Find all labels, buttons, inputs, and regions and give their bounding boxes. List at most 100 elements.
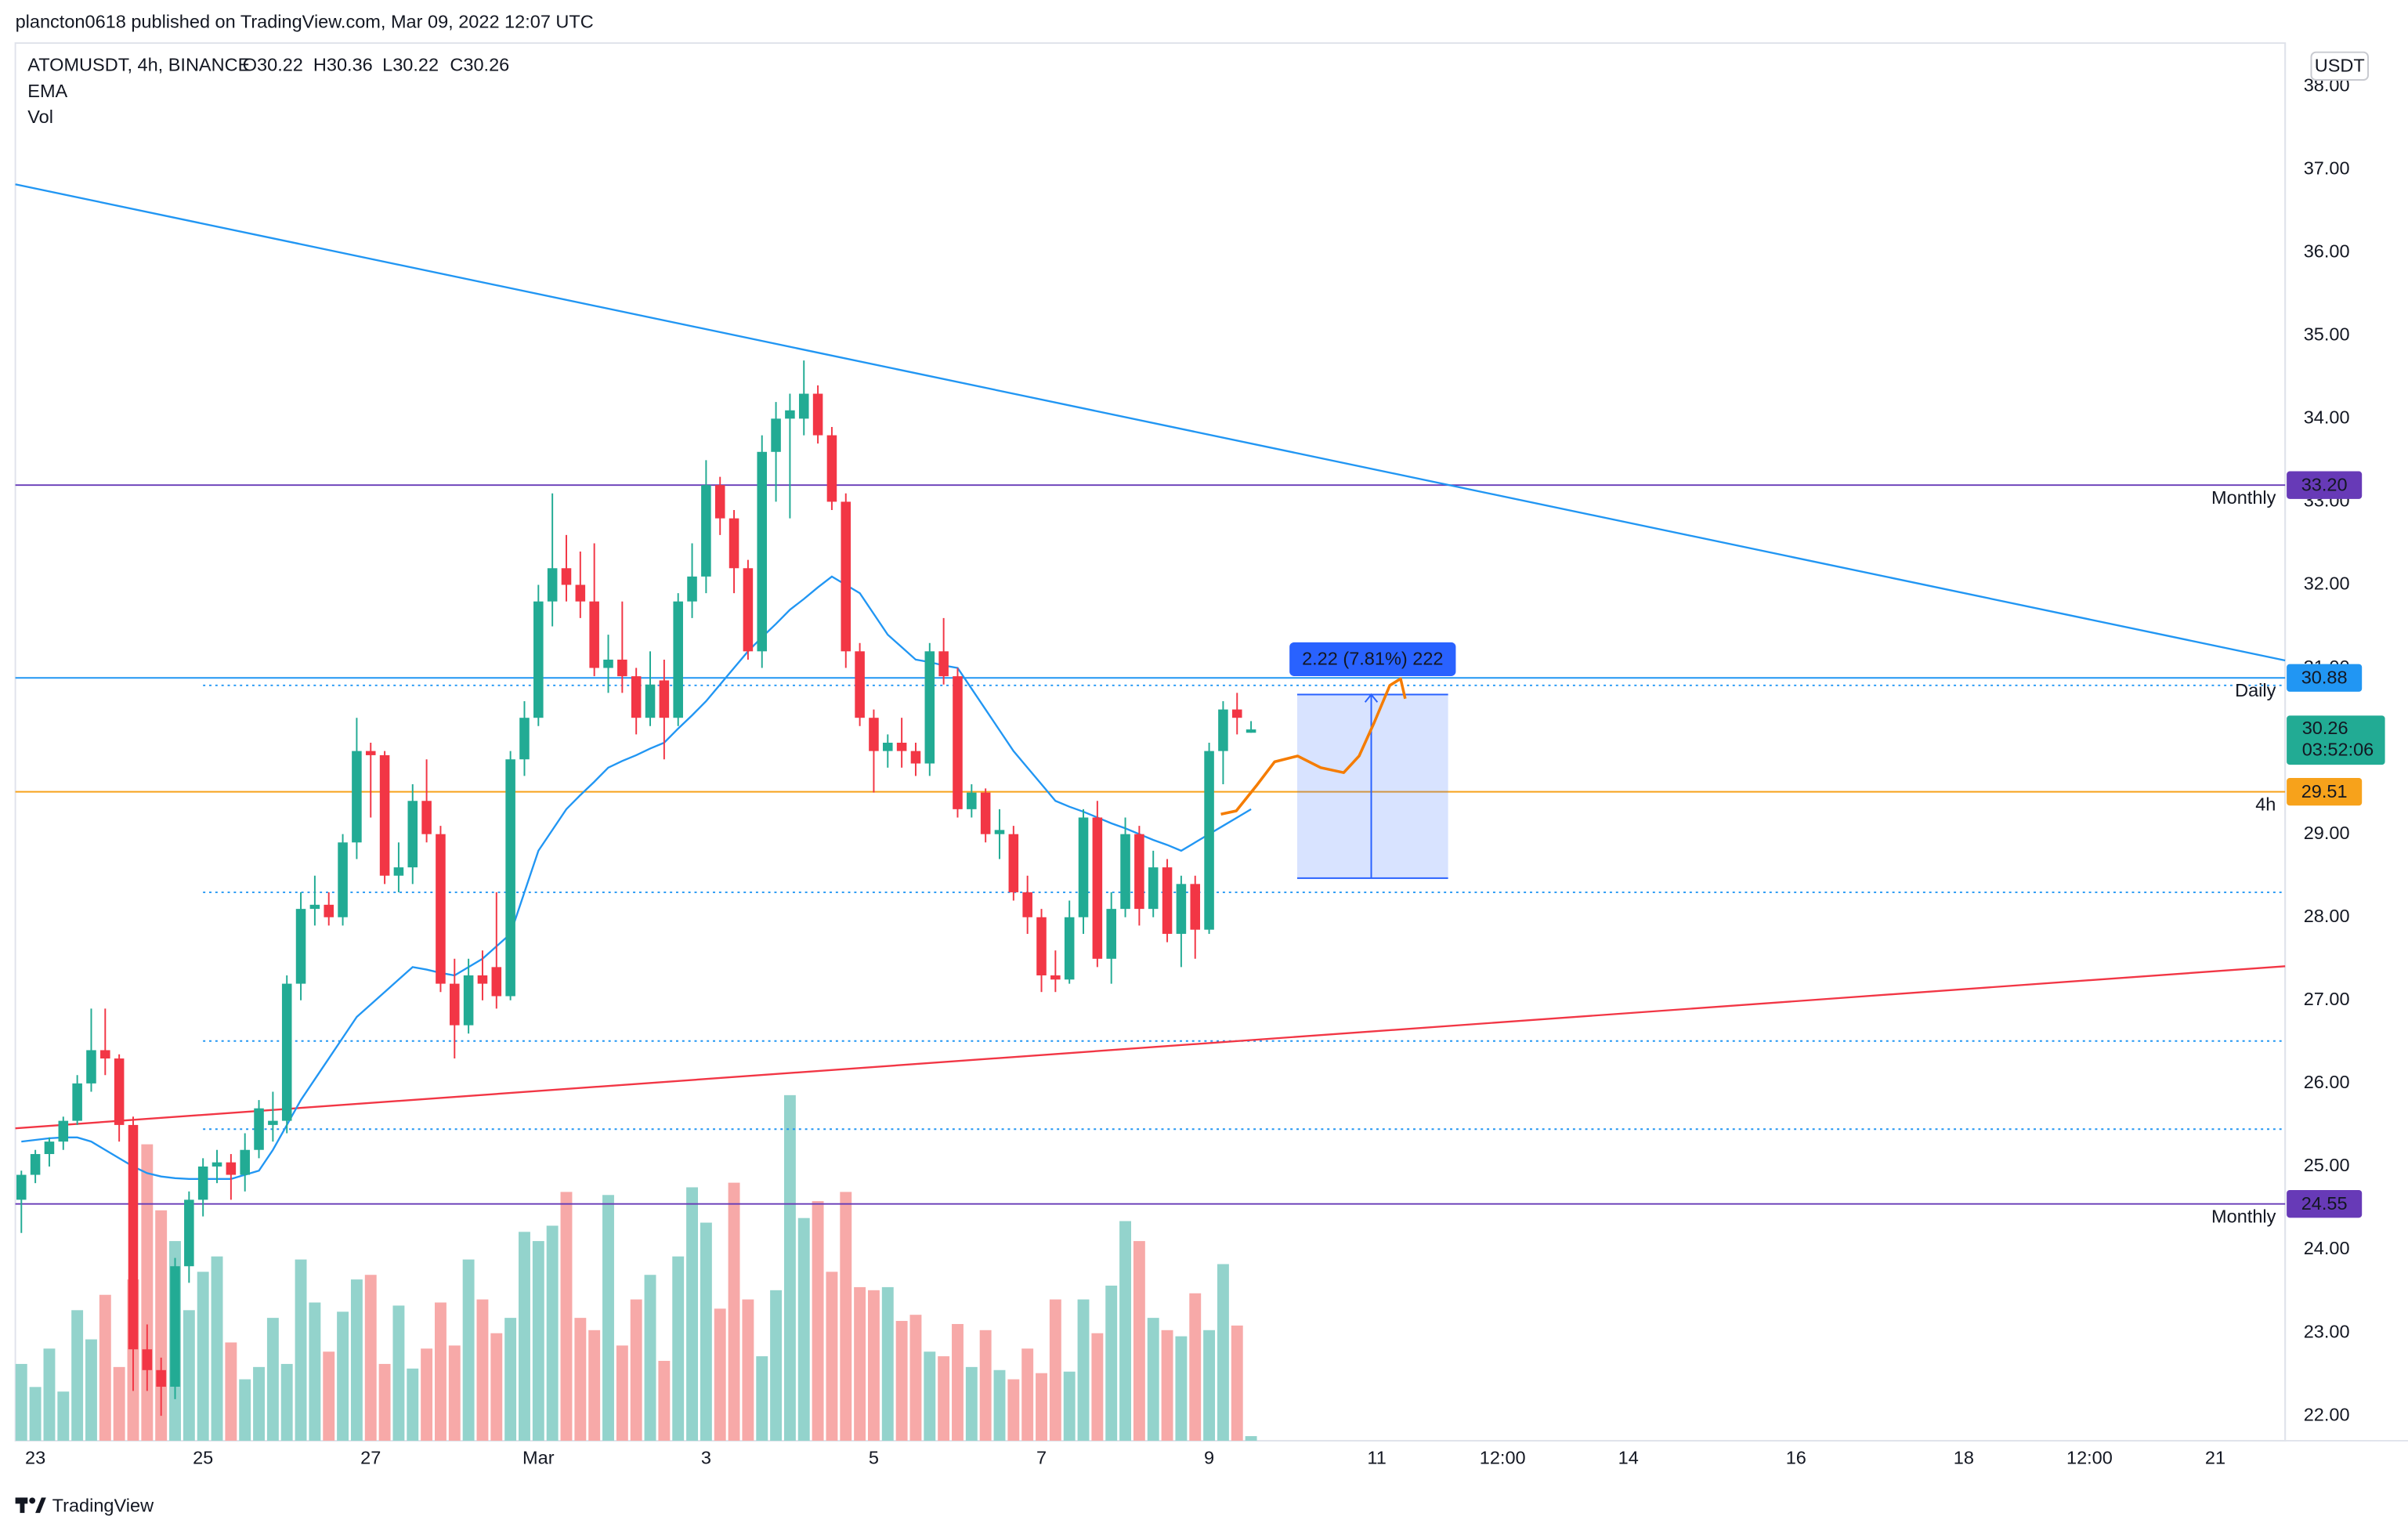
ohlc-label: L30.22 xyxy=(382,55,439,75)
level-price-box xyxy=(2287,1190,2363,1218)
level-price-label: 24.55 xyxy=(2301,1193,2348,1214)
measure-arrow xyxy=(1364,693,1379,878)
volume-bar xyxy=(700,1222,712,1441)
last-price-box xyxy=(2287,715,2385,765)
candle-body xyxy=(812,393,823,436)
volume-bar xyxy=(1007,1379,1020,1441)
symbol-title: ATOMUSDT, 4h, BINANCE xyxy=(27,55,250,75)
volume-bar xyxy=(867,1290,880,1441)
logo-text: TradingView xyxy=(52,1495,154,1515)
ohlc-label: O30.22 xyxy=(243,55,303,75)
volume-bar xyxy=(909,1315,922,1441)
candle-body xyxy=(798,393,809,419)
volume-bar xyxy=(295,1259,307,1441)
volume-bar xyxy=(490,1333,503,1441)
candle-body xyxy=(883,743,893,751)
legend-backdrop xyxy=(27,64,519,132)
volume-bar xyxy=(504,1318,517,1441)
ohlc-label: H30.36 xyxy=(313,55,373,75)
candle-body xyxy=(589,601,599,668)
candle-body xyxy=(1176,884,1187,934)
candle-body xyxy=(714,485,725,519)
candle-body xyxy=(1078,817,1089,917)
y-tick-label: 22.00 xyxy=(2304,1404,2350,1424)
y-tick-label: 23.00 xyxy=(2304,1321,2350,1341)
volume-bar xyxy=(378,1363,391,1441)
candle-body xyxy=(910,751,921,764)
candle-body xyxy=(1022,892,1032,917)
x-tick-label: Mar xyxy=(522,1448,555,1468)
volume-bar xyxy=(1231,1325,1243,1441)
volume-bar xyxy=(826,1272,838,1441)
candle-body xyxy=(1190,884,1201,930)
candle-body xyxy=(184,1199,194,1267)
candle-body xyxy=(295,909,306,984)
volume-bar xyxy=(1119,1221,1131,1441)
candle-body xyxy=(1231,709,1242,718)
y-tick-label: 25.00 xyxy=(2304,1155,2350,1175)
x-tick-label: 18 xyxy=(1954,1448,1974,1468)
measure-label: 2.22 (7.81%) 222 xyxy=(1302,649,1443,669)
y-tick-label: 34.00 xyxy=(2304,407,2350,428)
candle-body xyxy=(603,659,613,668)
x-tick-label: 11 xyxy=(1367,1448,1386,1468)
candle-body xyxy=(86,1050,96,1084)
candle-body xyxy=(953,676,963,809)
candle-body xyxy=(128,1124,139,1350)
volume-bar xyxy=(434,1302,447,1441)
trend-line xyxy=(15,183,2286,662)
logo-icon xyxy=(15,1497,46,1514)
candle-body xyxy=(659,680,670,718)
y-tick-label: 28.00 xyxy=(2304,906,2350,926)
axis-layer: 22.00 23.00 24.00 25.00 26.00 27.00 28.00 29.00… xyxy=(25,74,2385,1468)
candle-body xyxy=(1134,834,1144,910)
candle-body xyxy=(855,651,865,718)
candle-body xyxy=(729,518,739,569)
volume-bar xyxy=(211,1256,223,1441)
measure-label-box xyxy=(1289,642,1456,676)
level-price-label: 29.51 xyxy=(2301,781,2348,801)
volume-bar xyxy=(602,1195,614,1441)
candle-body xyxy=(436,834,446,984)
countdown-label: 03:52:06 xyxy=(2302,740,2374,760)
candle-body xyxy=(240,1149,250,1175)
candle-body xyxy=(156,1369,166,1387)
candle-body xyxy=(785,410,795,419)
volume-bar xyxy=(1036,1373,1047,1441)
ohlc-label: C30.26 xyxy=(450,55,509,75)
candle-body xyxy=(1064,917,1075,980)
y-tick-label: 37.00 xyxy=(2304,157,2350,178)
x-tick-label: 25 xyxy=(193,1448,213,1468)
volume-bar xyxy=(99,1294,111,1441)
volume-bar xyxy=(421,1348,433,1441)
volume-bar xyxy=(770,1290,783,1441)
candle-body xyxy=(1162,867,1173,934)
volume-bar xyxy=(225,1342,237,1441)
volume-bar xyxy=(686,1187,698,1441)
candle-body xyxy=(1148,867,1159,910)
volume-bar xyxy=(1049,1299,1061,1441)
candle-body xyxy=(645,684,656,718)
candle-body xyxy=(938,651,949,677)
volume-bar xyxy=(519,1232,530,1441)
volume-bar xyxy=(1133,1241,1145,1441)
volume-bar xyxy=(658,1361,671,1441)
volume-bar xyxy=(952,1323,964,1441)
candle-body xyxy=(924,651,935,764)
level-tag: 4h xyxy=(2255,794,2276,814)
volume-bar xyxy=(854,1286,866,1441)
candle-body xyxy=(407,801,418,868)
candle-body xyxy=(994,830,1005,834)
candle-body xyxy=(1036,917,1047,975)
volume-bar xyxy=(1175,1336,1188,1441)
currency[interactable]: USDT xyxy=(2315,56,2365,76)
currency-box[interactable] xyxy=(2310,51,2370,81)
volume-bar xyxy=(280,1363,293,1441)
candle-body xyxy=(226,1162,237,1175)
candle-body xyxy=(30,1154,41,1175)
level-price-box xyxy=(2287,777,2363,806)
last-price-label: 30.26 xyxy=(2302,718,2348,738)
y-tick-label: 24.00 xyxy=(2304,1238,2350,1258)
volume-bar xyxy=(1245,1436,1257,1441)
volume-bar xyxy=(924,1351,936,1441)
